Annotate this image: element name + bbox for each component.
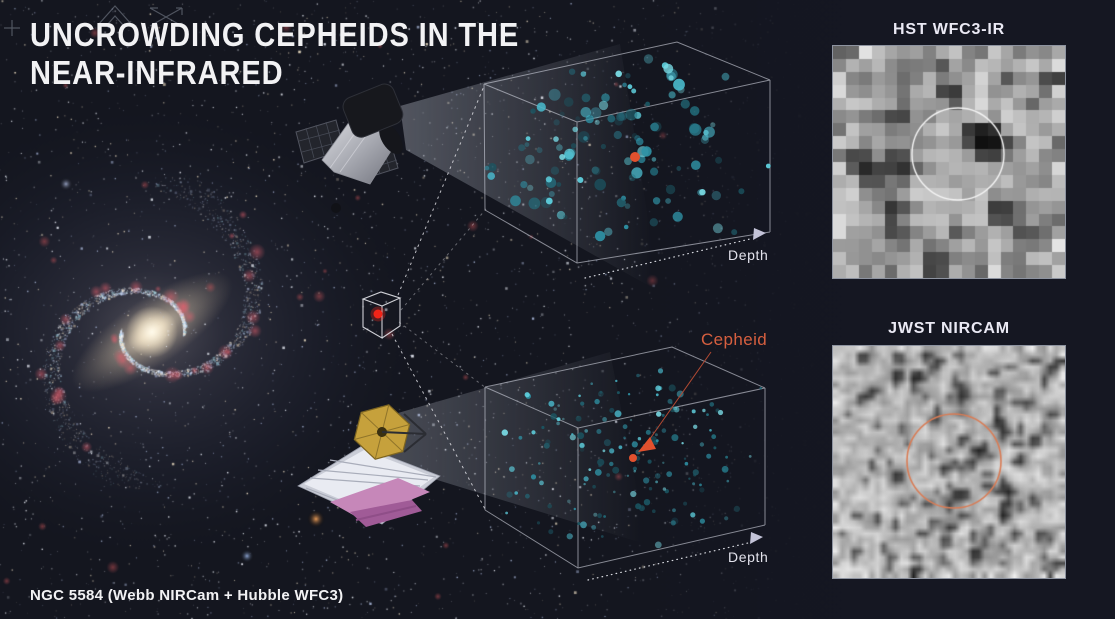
hst-panel-title: HST WFC3-IR — [893, 21, 1005, 38]
jwst-cutout-panel — [832, 345, 1066, 579]
cepheid-pointer-line — [646, 351, 712, 444]
crosshair-icon — [4, 20, 20, 36]
depth-label-bottom: Depth — [728, 549, 769, 565]
image-credit-caption: NGC 5584 (Webb NIRCam + Hubble WFC3) — [30, 587, 344, 604]
cepheid-label: Cepheid — [701, 330, 768, 349]
title-line-2: NEAR-INFRARED — [30, 54, 284, 91]
zoom-connector-lines — [391, 85, 487, 510]
depth-label-top: Depth — [728, 247, 769, 263]
cepheid-marker-triangle — [638, 437, 656, 452]
jwst-field-beam — [356, 352, 648, 545]
hubble-view-box-wireframe — [483, 41, 771, 264]
small-satellite-silhouette — [331, 203, 341, 213]
crossed-arrows-icon — [149, 7, 183, 27]
hubble-view-star-scatter — [484, 54, 771, 242]
title-line-1: UNCROWDING CEPHEIDS IN THE — [30, 16, 520, 53]
hst-cutout-image — [833, 46, 1065, 278]
hubble-field-beam — [400, 44, 660, 292]
depth-arrowhead-icon — [753, 228, 766, 240]
jwst-telescope-illustration — [297, 404, 441, 527]
depth-arrow-bottom — [587, 532, 763, 581]
cepheid-marker-dot-bottom — [629, 454, 637, 462]
webb-view-box-wireframe — [484, 346, 766, 569]
page-title: UNCROWDING CEPHEIDS IN THE NEAR-INFRARED — [30, 16, 519, 92]
zoom-cube-icon — [361, 291, 402, 339]
cepheid-marker-dot-top — [630, 152, 640, 162]
hst-cutout-panel — [832, 45, 1066, 279]
jwst-panel-title: JWST NIRCAM — [888, 320, 1010, 337]
hubble-space-telescope-illustration — [295, 83, 404, 213]
cepheid-location-dot — [373, 309, 383, 319]
depth-arrow-top — [584, 228, 766, 279]
jwst-cutout-image — [833, 346, 1065, 578]
chevron-up-icon — [97, 5, 133, 26]
depth-arrowhead-icon — [750, 532, 763, 544]
